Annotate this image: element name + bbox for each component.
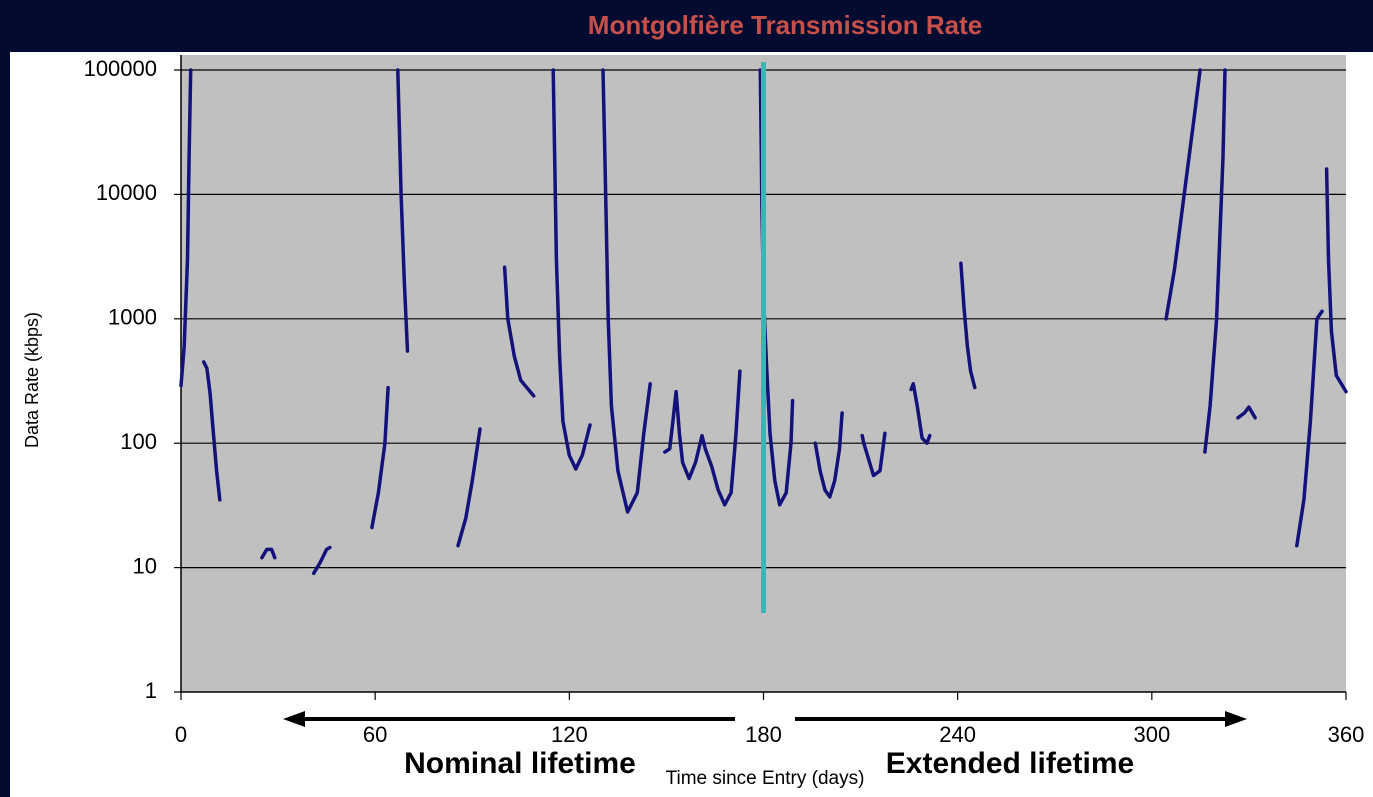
y-tick-label: 1000 [108,305,157,330]
y-axis-label: Data Rate (kbps) [22,312,42,448]
nominal-arrow [283,711,735,727]
x-tick-label: 300 [1133,722,1170,747]
x-tick-label: 120 [551,722,588,747]
annotation: Extended lifetime [886,747,1134,780]
x-tick-label: 0 [175,722,187,747]
x-axis-label: Time since Entry (days) [666,768,865,789]
y-tick-label: 100 [120,429,157,454]
extended-arrow [795,711,1247,727]
x-tick-label: 360 [1328,722,1365,747]
x-tick-label: 60 [363,722,387,747]
annotation: Nominal lifetime [404,747,636,780]
y-tick-label: 10000 [96,180,157,205]
data-line [179,68,1348,576]
x-tick-label: 240 [939,722,976,747]
x-tick-label: 180 [745,722,782,747]
chart-title: Montgolfière Transmission Rate [588,10,982,40]
y-tick-label: 1 [145,678,157,703]
y-tick-label: 100000 [84,56,157,81]
y-tick-label: 10 [133,553,157,578]
